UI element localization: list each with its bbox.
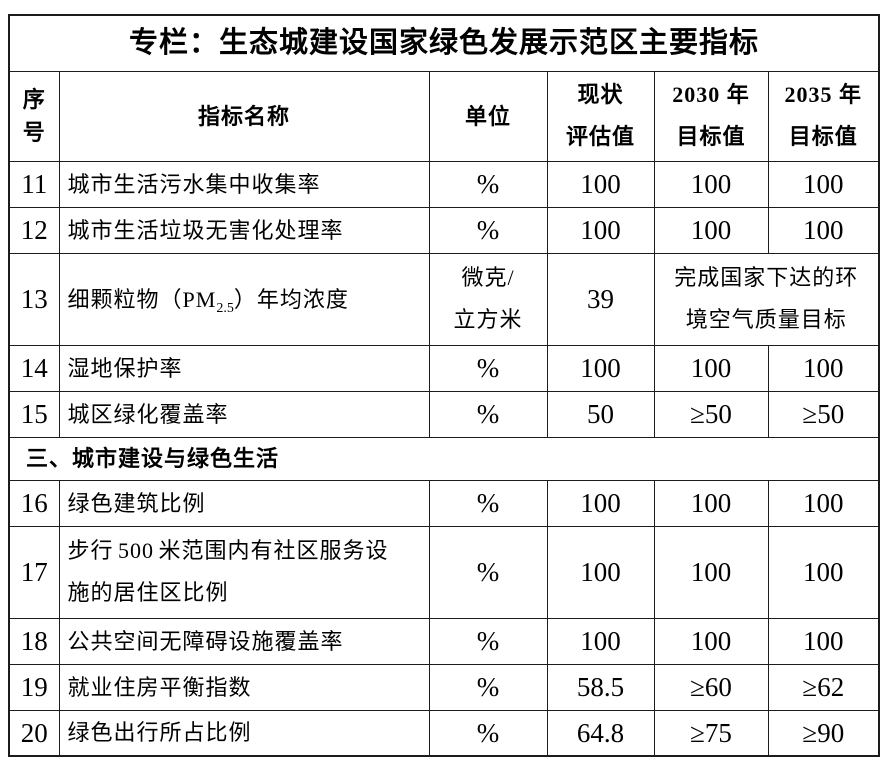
indicator-table: 专栏：生态城建设国家绿色发展示范区主要指标 序号 指标名称 单位 现状 评估值 … (8, 14, 881, 757)
row-target-2035: ≥90 (767, 709, 880, 757)
row-name: 绿色建筑比例 (58, 479, 430, 527)
row-target-2030: 100 (653, 160, 769, 208)
row-unit: % (428, 344, 548, 392)
row-target-2030: 100 (653, 479, 769, 527)
row-target-2035: ≥50 (767, 390, 880, 438)
row-target-2035: 100 (767, 344, 880, 392)
row-target-2035: 100 (767, 617, 880, 665)
row-name: 湿地保护率 (58, 344, 430, 392)
row-unit: % (428, 390, 548, 438)
table-row-18: 18 公共空间无障碍设施覆盖率 % 100 100 100 (8, 617, 880, 665)
row-no: 13 (8, 252, 60, 346)
row-current: 50 (546, 390, 655, 438)
row-name: 城市生活垃圾无害化处理率 (58, 206, 430, 254)
header-unit: 单位 (428, 70, 548, 162)
row-name: 细颗粒物（PM2.5）年均浓度 (58, 252, 430, 346)
row-name: 城区绿化覆盖率 (58, 390, 430, 438)
table-row-11: 11 城市生活污水集中收集率 % 100 100 100 (8, 160, 880, 208)
row-target-2035: 100 (767, 479, 880, 527)
row-current: 100 (546, 344, 655, 392)
header-row: 序号 指标名称 单位 现状 评估值 2030 年 目标值 2035 年 目标值 (8, 70, 880, 162)
row-name: 就业住房平衡指数 (58, 663, 430, 711)
row-unit: % (428, 663, 548, 711)
row-unit: % (428, 617, 548, 665)
row-target-2030: 100 (653, 206, 769, 254)
table-title: 专栏：生态城建设国家绿色发展示范区主要指标 (8, 14, 880, 72)
row-no: 18 (8, 617, 60, 665)
row-name: 绿色出行所占比例 (58, 709, 430, 757)
row-current: 100 (546, 525, 655, 619)
title-row: 专栏：生态城建设国家绿色发展示范区主要指标 (8, 14, 880, 72)
row-no: 15 (8, 390, 60, 438)
table-row-20: 20 绿色出行所占比例 % 64.8 ≥75 ≥90 (8, 709, 880, 757)
table-row-12: 12 城市生活垃圾无害化处理率 % 100 100 100 (8, 206, 880, 254)
header-indicator-name: 指标名称 (58, 70, 430, 162)
row-current: 64.8 (546, 709, 655, 757)
row-name: 步行 500 米范围内有社区服务设 施的居住区比例 (58, 525, 430, 619)
row-name-suffix: ）年均浓度 (233, 286, 349, 312)
section-row: 三、城市建设与绿色生活 (8, 436, 880, 481)
row-unit: % (428, 709, 548, 757)
row-target-merged: 完成国家下达的环 境空气质量目标 (653, 252, 880, 346)
row-current: 100 (546, 206, 655, 254)
row-unit: % (428, 160, 548, 208)
row-target-2030: 100 (653, 344, 769, 392)
row-target-2035: ≥62 (767, 663, 880, 711)
header-target-2035: 2035 年 目标值 (767, 70, 880, 162)
row-current: 100 (546, 479, 655, 527)
row-target-2035: 100 (767, 160, 880, 208)
row-unit: % (428, 525, 548, 619)
table-row-16: 16 绿色建筑比例 % 100 100 100 (8, 479, 880, 527)
row-unit: % (428, 206, 548, 254)
row-current: 39 (546, 252, 655, 346)
header-target-2030: 2030 年 目标值 (653, 70, 769, 162)
row-target-2030: 100 (653, 525, 769, 619)
section-header: 三、城市建设与绿色生活 (8, 436, 880, 481)
row-current: 100 (546, 617, 655, 665)
row-no: 12 (8, 206, 60, 254)
row-target-2030: ≥75 (653, 709, 769, 757)
row-unit: 微克/ 立方米 (428, 252, 548, 346)
row-name-prefix: 细颗粒物（PM (67, 286, 217, 312)
row-no: 16 (8, 479, 60, 527)
table-row-19: 19 就业住房平衡指数 % 58.5 ≥60 ≥62 (8, 663, 880, 711)
pm25-subscript: 2.5 (216, 300, 234, 316)
row-name: 公共空间无障碍设施覆盖率 (58, 617, 430, 665)
table-row-13: 13 细颗粒物（PM2.5）年均浓度 微克/ 立方米 39 完成国家下达的环 境… (8, 252, 880, 346)
table-row-17: 17 步行 500 米范围内有社区服务设 施的居住区比例 % 100 100 1… (8, 525, 880, 619)
row-current: 58.5 (546, 663, 655, 711)
row-target-2030: ≥50 (653, 390, 769, 438)
row-target-2030: 100 (653, 617, 769, 665)
row-no: 14 (8, 344, 60, 392)
row-no: 11 (8, 160, 60, 208)
row-no: 20 (8, 709, 60, 757)
row-no: 19 (8, 663, 60, 711)
table-row-15: 15 城区绿化覆盖率 % 50 ≥50 ≥50 (8, 390, 880, 438)
row-current: 100 (546, 160, 655, 208)
row-target-2030: ≥60 (653, 663, 769, 711)
row-no: 17 (8, 525, 60, 619)
header-no: 序号 (8, 70, 60, 162)
header-current-value: 现状 评估值 (546, 70, 655, 162)
row-target-2035: 100 (767, 525, 880, 619)
row-unit: % (428, 479, 548, 527)
row-target-2035: 100 (767, 206, 880, 254)
table-row-14: 14 湿地保护率 % 100 100 100 (8, 344, 880, 392)
row-name: 城市生活污水集中收集率 (58, 160, 430, 208)
